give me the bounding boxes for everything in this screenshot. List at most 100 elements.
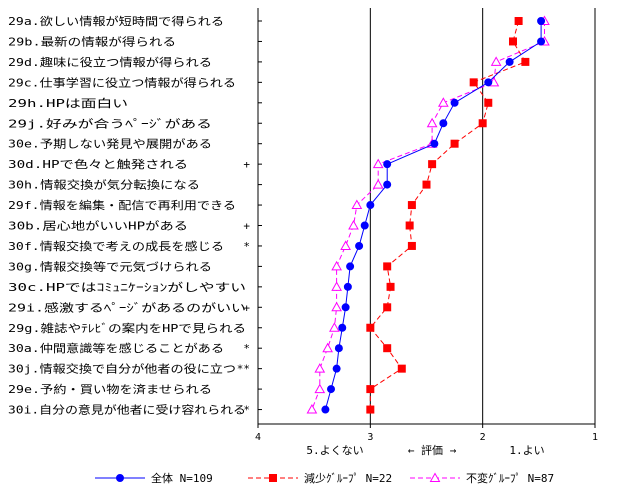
series-group (306, 15, 550, 414)
grid-lines (369, 8, 596, 424)
series-triangle (306, 15, 550, 414)
data-point (341, 303, 350, 312)
legend-entry: 減少ｸﾞﾙｰﾌﾟ N=22 (248, 471, 392, 485)
legend-marker (429, 472, 441, 482)
data-point (405, 221, 414, 230)
data-point (331, 301, 342, 312)
category-label: 29b.最新の情報が得られる (8, 34, 176, 48)
data-point (505, 57, 514, 66)
significance-mark: * (243, 404, 250, 417)
data-point (338, 323, 347, 332)
data-point (332, 364, 341, 373)
legend-marker (269, 474, 277, 482)
data-point (355, 241, 364, 250)
data-point (426, 117, 438, 128)
data-point (537, 37, 546, 46)
data-point (428, 160, 437, 169)
data-point (437, 97, 449, 107)
legend-label: 減少ｸﾞﾙｰﾌﾟ N=22 (304, 471, 392, 485)
data-point (314, 383, 326, 394)
x-tick-labels: 4 3 2 1 (255, 424, 598, 443)
x-axis-label-right: 1.よい (509, 444, 544, 457)
data-point (383, 160, 392, 169)
category-label: 30i.自分の意見が他者に受け容れられる (8, 403, 246, 417)
data-point (331, 281, 342, 291)
x-axis-title: 5.よくない ← 評価 → 1.よい (306, 443, 544, 457)
data-point (340, 240, 351, 250)
category-label: 29f.情報を編集・配信で再利用できる (8, 198, 236, 212)
data-point (386, 282, 395, 291)
category-label: 30g.情報交換等で元気づけられる (8, 259, 212, 273)
data-point (484, 98, 493, 107)
data-point (450, 139, 459, 148)
data-point (383, 344, 392, 353)
data-point (366, 323, 375, 332)
category-label: 29g.雑誌やﾃﾚﾋﾞの案内をHPで見られる (8, 321, 246, 335)
data-point (490, 56, 502, 66)
significance-mark: * (243, 240, 250, 253)
series-square (366, 17, 530, 414)
series-circle (321, 17, 546, 414)
significance-mark: * (243, 342, 250, 355)
series-line (324, 21, 542, 410)
category-label: 30c.HPではｺﾐｭﾆｹｰｼｮﾝがしやすい (8, 280, 246, 294)
data-point (351, 199, 363, 210)
data-point (366, 405, 375, 414)
data-point (397, 364, 406, 373)
data-point (407, 201, 416, 210)
category-label: 30d.HPで色々と触発される (8, 157, 188, 171)
category-label: 29d.趣味に役立つ情報が得られる (8, 55, 212, 69)
data-point (422, 180, 431, 189)
data-point (306, 404, 318, 414)
category-label: 30j.情報交換で自分が他者の役に立つ (8, 362, 236, 376)
data-point (366, 201, 375, 210)
data-point (329, 322, 340, 332)
category-label: 29c.仕事学習に役立つ情報が得られる (8, 75, 236, 89)
data-point (450, 98, 459, 107)
significance-mark: + (243, 158, 250, 171)
category-label: 30f.情報交換で考えの成長を感じる (8, 239, 224, 253)
data-point (321, 405, 330, 414)
legend-entry: 不変ｸﾞﾙｰﾌﾟ N=87 (410, 471, 554, 485)
x-tick-label: 3 (367, 432, 373, 443)
data-point (478, 119, 487, 128)
category-label: 29a.欲しい情報が短時間で得られる (8, 14, 224, 28)
data-point (383, 262, 392, 271)
x-tick-label: 4 (255, 432, 261, 443)
data-point (484, 78, 493, 87)
data-point (430, 139, 439, 148)
category-label: 29h.HPは面白い (8, 96, 128, 110)
plot-frame (257, 8, 595, 425)
data-point (514, 17, 523, 25)
category-label: 30e.予期しない発見や展開がある (8, 137, 212, 151)
category-label: 29e.予約・買い物を済ませられる (8, 382, 212, 396)
x-axis-label-left: 5.よくない (306, 444, 363, 457)
data-point (508, 37, 517, 46)
significance-mark: ** (237, 363, 250, 376)
legend-label: 全体 N=109 (151, 471, 213, 485)
x-axis-label-middle: ← 評価 → (408, 443, 457, 457)
category-label: 30b.居心地がいいHPがある (8, 219, 188, 233)
x-tick-label: 2 (480, 432, 486, 443)
legend: 全体 N=109 減少ｸﾞﾙｰﾌﾟ N=22 不変ｸﾞﾙｰﾌﾟ N=87 (95, 471, 554, 485)
data-point (439, 119, 448, 128)
data-point (469, 78, 478, 87)
data-point (331, 260, 342, 271)
data-point (314, 363, 326, 373)
data-point (346, 262, 355, 271)
data-point (521, 57, 530, 66)
category-label: 29i.感激するﾍﾟｰｼﾞがあるのがいい (8, 300, 246, 314)
data-point (372, 158, 384, 169)
data-point (322, 342, 334, 353)
category-label: 29j.好みが合うﾍﾟｰｼﾞがある (8, 116, 212, 130)
series-line (369, 20, 527, 410)
legend-marker (116, 474, 124, 482)
data-point (348, 219, 359, 230)
series-line (311, 21, 545, 410)
data-point (372, 179, 384, 189)
legend-label: 不変ｸﾞﾙｰﾌﾟ N=87 (466, 471, 554, 485)
data-point (327, 385, 336, 394)
significance-mark: + (243, 301, 250, 314)
category-labels: 29a.欲しい情報が短時間で得られる 29b.最新の情報が得られる 29d.趣味に役… (8, 14, 246, 417)
